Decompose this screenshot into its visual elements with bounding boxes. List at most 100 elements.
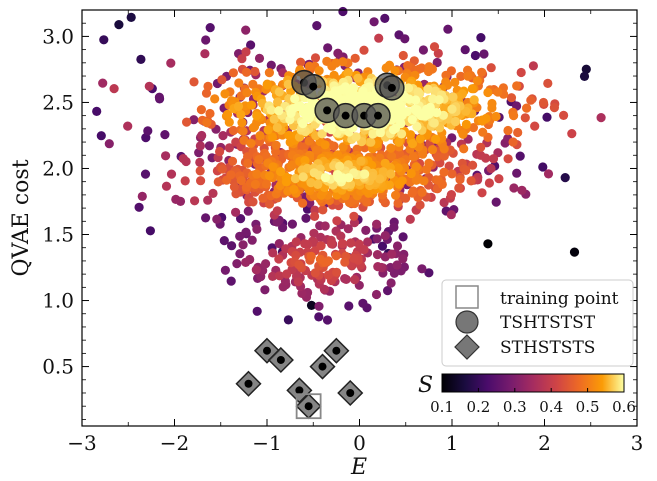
scatter-point — [560, 173, 570, 183]
scatter-point — [220, 89, 230, 99]
scatter-point — [393, 163, 403, 173]
scatter-point — [337, 239, 348, 249]
scatter-point — [349, 211, 359, 221]
scatter-point — [252, 306, 262, 316]
scatter-point — [251, 265, 261, 275]
legend: training point TSHTSTST STHSTSTS — [441, 279, 634, 367]
scatter-point — [456, 71, 466, 81]
scatter-point — [332, 267, 342, 277]
scatter-point — [331, 251, 341, 261]
scatter-point — [454, 183, 464, 193]
scatter-point — [220, 265, 230, 275]
scatter-point — [232, 259, 242, 269]
scatter-point — [393, 198, 403, 208]
scatter-point — [261, 259, 271, 269]
sthststs-marker-center — [244, 379, 253, 388]
scatter-point — [341, 274, 351, 284]
scatter-point — [411, 162, 421, 172]
scatter-point — [284, 130, 294, 140]
scatter-point — [98, 78, 108, 88]
scatter-point — [360, 169, 370, 179]
tshtstst-marker-center — [323, 106, 332, 115]
scatter-point — [298, 172, 308, 182]
sthststs-marker-center — [263, 346, 271, 355]
colorbar-tick-label: 0.1 — [430, 398, 454, 416]
scatter-point — [161, 151, 171, 161]
scatter-point — [481, 153, 491, 163]
scatter-point — [408, 152, 418, 162]
scatter-point — [96, 131, 106, 141]
scatter-point — [248, 197, 258, 207]
scatter-point — [353, 73, 363, 83]
scatter-point — [201, 213, 211, 223]
scatter-point — [246, 100, 257, 110]
scatter-point — [459, 144, 469, 154]
colorbar-gradient — [441, 373, 625, 393]
sthststs-marker-center — [276, 355, 285, 364]
scatter-point — [458, 129, 468, 139]
scatter-point — [205, 23, 215, 33]
scatter-point — [522, 103, 532, 113]
scatter-point — [283, 315, 293, 325]
scatter-point — [543, 169, 554, 179]
scatter-point — [549, 103, 560, 113]
scatter-point — [304, 112, 314, 122]
scatter-point — [203, 195, 213, 205]
scatter-point — [266, 60, 276, 70]
scatter-point — [447, 104, 457, 114]
scatter-point — [363, 237, 373, 247]
x-tick-label: 0 — [353, 431, 366, 455]
scatter-point — [419, 176, 429, 186]
scatter-point — [424, 268, 434, 278]
scatter-point — [250, 179, 260, 189]
scatter-point — [160, 130, 170, 140]
scatter-point — [402, 107, 412, 117]
scatter-point — [293, 277, 303, 287]
scatter-point — [479, 49, 489, 59]
scatter-point — [287, 160, 297, 170]
scatter-point — [231, 189, 241, 199]
scatter-point — [343, 224, 353, 234]
scatter-point — [463, 71, 473, 81]
scatter-point — [323, 123, 333, 133]
scatter-point — [320, 172, 330, 183]
scatter-point — [433, 152, 443, 162]
scatter-point — [269, 114, 279, 124]
scatter-point — [424, 62, 434, 72]
tshtstst-marker-center — [341, 111, 350, 120]
scatter-point — [441, 70, 451, 80]
scatter-point — [350, 53, 360, 63]
scatter-point — [271, 140, 281, 150]
scatter-point — [234, 78, 244, 88]
scatter-point — [237, 54, 247, 64]
scatter-point — [238, 240, 248, 250]
scatter-point — [217, 164, 227, 174]
scatter-point — [280, 276, 290, 286]
scatter-point — [281, 177, 291, 187]
scatter-point — [190, 196, 200, 206]
scatter-point — [291, 237, 301, 247]
scatter-point — [386, 278, 396, 288]
scatter-point — [423, 84, 433, 94]
scatter-point — [447, 169, 457, 179]
scatter-point — [296, 57, 306, 67]
scatter-point — [260, 285, 270, 295]
scatter-point — [389, 222, 399, 232]
scatter-point — [136, 54, 146, 64]
scatter-point — [493, 87, 503, 97]
scatter-point — [460, 45, 470, 55]
scatter-point — [295, 101, 305, 111]
scatter-point — [405, 214, 415, 224]
scatter-point — [264, 68, 274, 78]
scatter-point — [309, 168, 319, 178]
scatter-point — [377, 241, 388, 251]
scatter-point — [359, 45, 369, 55]
scatter-point — [298, 198, 308, 208]
legend-diamond-icon — [454, 334, 480, 360]
scatter-point — [263, 125, 273, 135]
training-point-marker — [295, 393, 322, 420]
scatter-point — [241, 25, 251, 35]
scatter-point — [248, 79, 258, 89]
scatter-point — [276, 167, 286, 177]
scatter-point — [394, 137, 404, 147]
